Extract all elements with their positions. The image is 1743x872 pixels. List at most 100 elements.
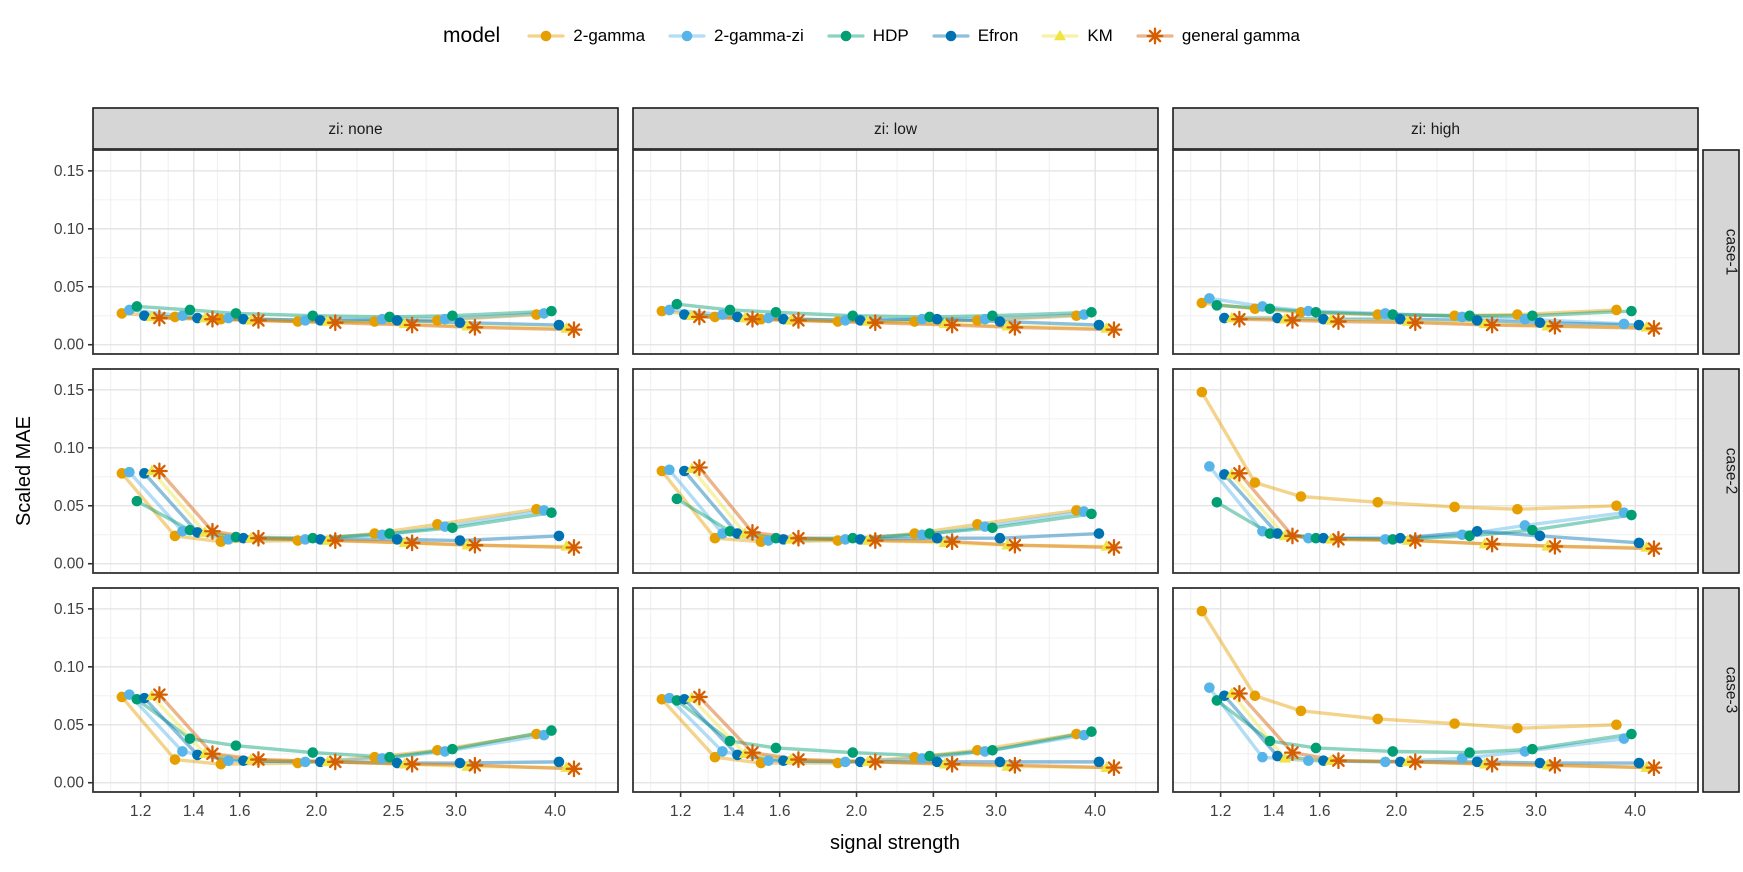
point-marker-circle	[1527, 310, 1538, 322]
series-points-Efron	[679, 309, 1105, 331]
point-marker-circle	[1196, 605, 1208, 617]
point-marker-circle	[1264, 528, 1276, 539]
point-marker-circle	[931, 756, 943, 768]
point-marker-circle	[1512, 503, 1523, 515]
panel-border	[1172, 149, 1699, 355]
point-marker-asterisk	[1329, 530, 1347, 548]
point-marker-circle	[1257, 751, 1268, 763]
x-tick-label: 1.4	[183, 803, 205, 820]
point-marker-circle	[1471, 756, 1483, 768]
series-points-general-gamma	[1230, 464, 1663, 558]
point-marker-circle	[1456, 753, 1468, 764]
point-marker-asterisk	[1645, 759, 1663, 777]
point-marker-circle	[553, 530, 565, 542]
point-marker-circle	[391, 534, 403, 545]
point-marker-circle	[1534, 530, 1546, 542]
point-marker-triangle	[1278, 752, 1291, 763]
point-marker-asterisk	[1645, 540, 1663, 558]
point-marker-asterisk	[1645, 320, 1663, 337]
series-points-general-gamma	[690, 688, 1123, 777]
y-axis-title: Scaled MAE	[13, 415, 35, 527]
point-marker-asterisk	[1546, 537, 1564, 555]
point-marker-asterisk	[1483, 316, 1501, 334]
point-marker-asterisk	[866, 314, 884, 332]
panel-border	[632, 587, 1159, 793]
point-marker-circle	[839, 756, 851, 768]
x-tick-label: 2.5	[383, 803, 405, 820]
point-marker-circle	[1295, 491, 1307, 502]
x-tick-label: 1.6	[1309, 803, 1331, 820]
point-marker-circle	[1534, 317, 1546, 329]
point-marker-asterisk	[943, 316, 961, 334]
chart-legend: model 2-gamma 2-gamma-zi HDP Efron KM general…	[0, 16, 1743, 56]
point-marker-asterisk	[204, 310, 221, 328]
strip-label: zi: low	[874, 121, 918, 138]
point-marker-circle	[679, 465, 690, 477]
legend-label: HDP	[872, 26, 909, 45]
legend-key-asterisk-icon	[1136, 27, 1174, 45]
strip-background	[92, 107, 619, 150]
strip-background	[632, 107, 1159, 150]
series-points-general-gamma	[1230, 310, 1663, 337]
panel-border	[1172, 587, 1699, 793]
series-line-2-gamma	[1200, 609, 1619, 730]
point-marker-asterisk	[466, 318, 484, 336]
series-points-HDP	[1211, 695, 1637, 758]
point-marker-circle	[1611, 500, 1622, 512]
point-marker-circle	[139, 310, 150, 322]
panel-border	[632, 149, 1159, 355]
point-marker-circle	[1379, 534, 1391, 545]
gridlines-major	[633, 588, 1158, 792]
point-marker-circle	[847, 747, 859, 758]
point-marker-circle	[1310, 306, 1322, 318]
point-marker-circle	[454, 535, 466, 546]
x-tick-label: 4.0	[1084, 803, 1106, 820]
panel-case-1-zi-low	[632, 149, 1159, 355]
point-marker-asterisk	[1406, 532, 1424, 549]
point-marker-asterisk	[1329, 313, 1347, 330]
legend-key-circle-icon	[932, 30, 970, 42]
point-marker-asterisk	[249, 311, 267, 329]
point-marker-asterisk	[866, 532, 884, 549]
point-marker-circle	[1471, 315, 1483, 326]
point-marker-circle	[994, 532, 1006, 544]
series-points-2-gamma-zi	[664, 464, 1090, 546]
point-marker-asterisk	[326, 314, 344, 332]
point-marker-asterisk	[943, 533, 961, 551]
series-points-general-gamma	[150, 462, 583, 556]
panel-case-2-zi-low	[632, 368, 1159, 574]
point-marker-circle	[709, 751, 721, 763]
x-tick-label: 2.0	[846, 803, 868, 820]
series-points-2-gamma	[1196, 386, 1622, 515]
point-marker-asterisk	[204, 745, 221, 763]
series-points-Efron	[679, 693, 1105, 768]
legend-label: Efron	[977, 26, 1019, 45]
x-tick-label: 2.0	[306, 803, 328, 820]
point-marker-circle	[1249, 690, 1261, 702]
point-marker-circle	[139, 468, 150, 479]
point-marker-circle	[314, 315, 326, 326]
gridlines-major	[633, 150, 1158, 354]
point-marker-circle	[131, 495, 143, 507]
point-marker-circle	[447, 522, 458, 534]
point-marker-asterisk	[150, 309, 168, 327]
legend-item-2-gamma: 2-gamma	[526, 25, 645, 47]
point-marker-asterisk	[1284, 527, 1301, 545]
strip-background	[1702, 368, 1740, 574]
point-marker-circle	[1310, 532, 1322, 544]
point-marker-circle	[1626, 305, 1637, 317]
x-tick-label: 1.4	[723, 803, 745, 820]
point-marker-asterisk	[326, 753, 344, 771]
strip-background	[1702, 149, 1740, 355]
y-tick-label: 0.10	[54, 221, 85, 238]
point-marker-asterisk	[1329, 752, 1347, 770]
point-marker-circle	[931, 313, 943, 325]
point-marker-circle	[1449, 501, 1460, 513]
point-marker-circle	[177, 746, 188, 757]
series-line-general-gamma	[1237, 691, 1656, 770]
x-tick-label: 3.0	[985, 803, 1007, 820]
point-marker-circle	[717, 746, 728, 757]
point-marker-circle	[1626, 509, 1637, 521]
point-marker-asterisk	[1006, 536, 1024, 554]
